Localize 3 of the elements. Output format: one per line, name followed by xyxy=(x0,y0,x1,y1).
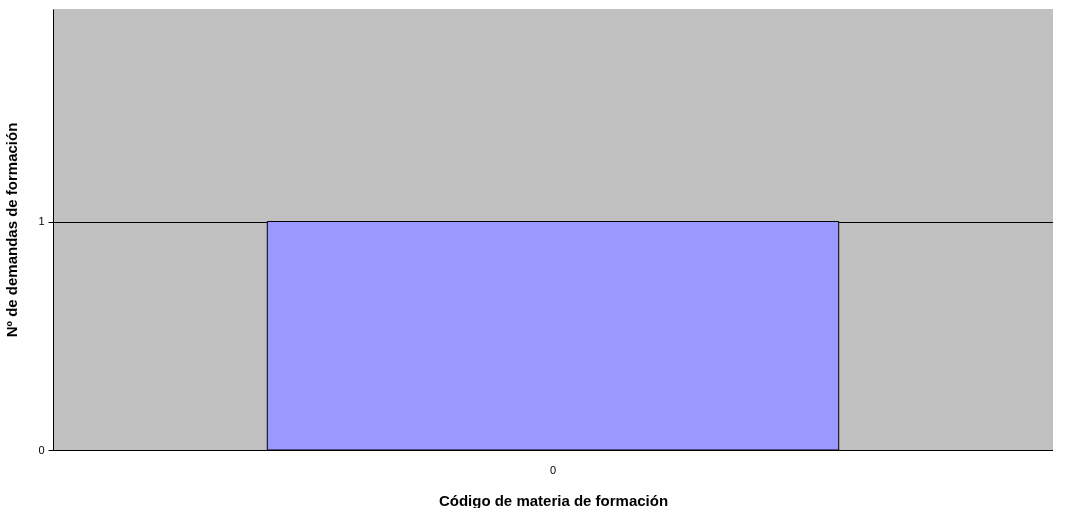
y-tick-label: 1 xyxy=(38,215,45,227)
y-axis-title: Nº de demandas de formación xyxy=(3,122,21,338)
x-axis-title: Código de materia de formación xyxy=(438,491,669,509)
